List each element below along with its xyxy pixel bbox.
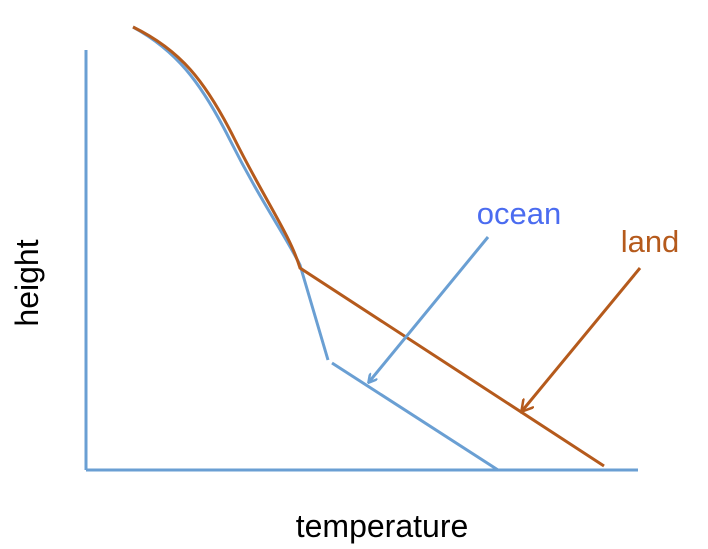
land-label: land xyxy=(621,224,680,259)
ocean-label: ocean xyxy=(477,196,561,231)
land-arrow xyxy=(522,267,642,411)
ocean-curve-upper xyxy=(132,25,330,361)
y-axis-label: height xyxy=(9,239,45,326)
land-curve xyxy=(132,25,605,468)
x-axis-label: temperature xyxy=(296,508,469,544)
ocean-arrow xyxy=(369,236,490,382)
ocean-curve-lower xyxy=(331,361,499,472)
